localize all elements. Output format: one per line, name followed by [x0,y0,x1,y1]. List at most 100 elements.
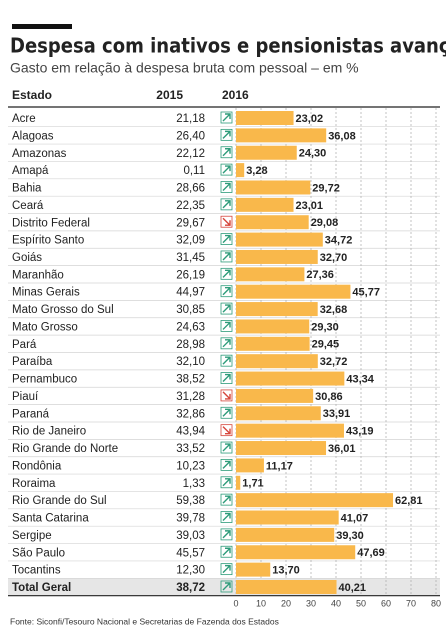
category-label: Roraima [12,478,56,490]
trend-arrow [220,406,233,419]
bar [236,562,271,577]
trend-arrow [220,128,233,141]
table-value: 43,94 [176,426,205,438]
arrow-box [220,320,233,332]
table-value: 10,23 [176,460,205,472]
arrow-box [220,181,233,193]
table-value: 26,19 [176,269,205,281]
table-value: 12,30 [176,565,205,577]
value-label: 33,91 [323,408,351,420]
category-label: Sergipe [12,530,52,542]
category-label: Piauí [12,391,39,403]
arrow-box [220,406,233,419]
arrow [222,495,231,504]
trend-arrow [220,545,233,558]
bar [236,267,305,282]
value-label: 41,07 [341,512,369,524]
arrow [222,200,231,209]
arrow-box [220,128,233,141]
category-label: Amazonas [12,148,67,160]
value-label: 32,70 [320,252,348,264]
bar [236,111,294,125]
category-label: Mato Grosso do Sul [12,304,114,316]
value-label: 29,08 [311,217,339,229]
bar [236,284,351,299]
arrow [222,252,231,261]
chart-subtitle: Gasto em relação à despesa bruta com pes… [10,60,359,76]
table-value: 44,97 [176,287,205,299]
category-label: Pernambuco [12,374,77,386]
trend-arrow [220,233,233,245]
arrow-box [220,233,233,245]
trend-arrow [220,563,233,576]
arrow-box [220,354,233,367]
bar [236,302,318,317]
table-value: 1,33 [183,478,205,490]
x-tick-label: 0 [233,598,238,608]
value-label: 34,72 [325,234,353,246]
value-label: 62,81 [395,495,423,507]
bar [236,232,323,247]
trend-arrow [220,250,233,263]
trend-arrow [220,163,233,176]
trend-arrow [220,302,233,315]
bar [236,163,245,178]
trend-arrow [220,458,233,471]
arrow [222,165,231,174]
arrow-box [220,458,233,471]
table-value: 21,18 [176,113,205,125]
category-label: Paraná [12,408,50,420]
bar [236,128,327,143]
arrow-box [220,441,233,454]
arrow [222,564,231,574]
arrow [222,408,231,417]
arrow-box [220,563,233,576]
arrow-box [220,267,233,280]
category-label: Distrito Federal [12,217,90,229]
arrow [222,426,231,435]
category-label: Amapá [12,165,49,177]
category-label: Bahia [12,183,42,195]
arrow-box [220,545,233,558]
bar [236,527,335,542]
arrow-box [220,511,233,523]
value-label: 32,68 [320,304,348,316]
arrow-box [220,250,233,263]
table-value: 38,72 [176,582,205,594]
value-label: 3,28 [246,165,267,177]
arrow-box [220,424,233,437]
category-label: São Paulo [12,547,65,559]
trend-arrow [220,372,233,384]
table-value: 22,12 [176,148,205,160]
category-label: Goiás [12,252,42,264]
x-tick-label: 70 [406,598,416,608]
value-label: 43,34 [346,373,374,385]
arrow [222,269,231,278]
value-label: 29,45 [312,339,340,351]
trend-arrow [220,337,233,350]
bar [236,180,311,195]
bar [236,441,327,456]
arrow [222,373,231,383]
bar [236,354,318,369]
arrow-box [220,146,233,159]
bar [236,197,294,212]
arrow-box [220,580,233,593]
arrow-box [220,337,233,350]
category-label: Santa Catarina [12,513,89,525]
value-label: 1,71 [242,478,263,490]
column-header: 2016 [222,88,249,102]
arrow-box [220,302,233,315]
category-label: Mato Grosso [12,321,78,333]
table-value: 39,78 [176,513,205,525]
trend-arrow [220,181,233,193]
arrow [222,339,231,348]
trend-arrow [220,511,233,523]
bar [236,423,344,438]
category-label: Rio de Janeiro [12,426,86,438]
value-label: 40,21 [339,582,367,594]
table-value: 32,09 [176,235,205,247]
category-label: Rondônia [12,460,62,472]
category-label: Ceará [12,200,44,212]
trend-arrow [220,476,233,489]
